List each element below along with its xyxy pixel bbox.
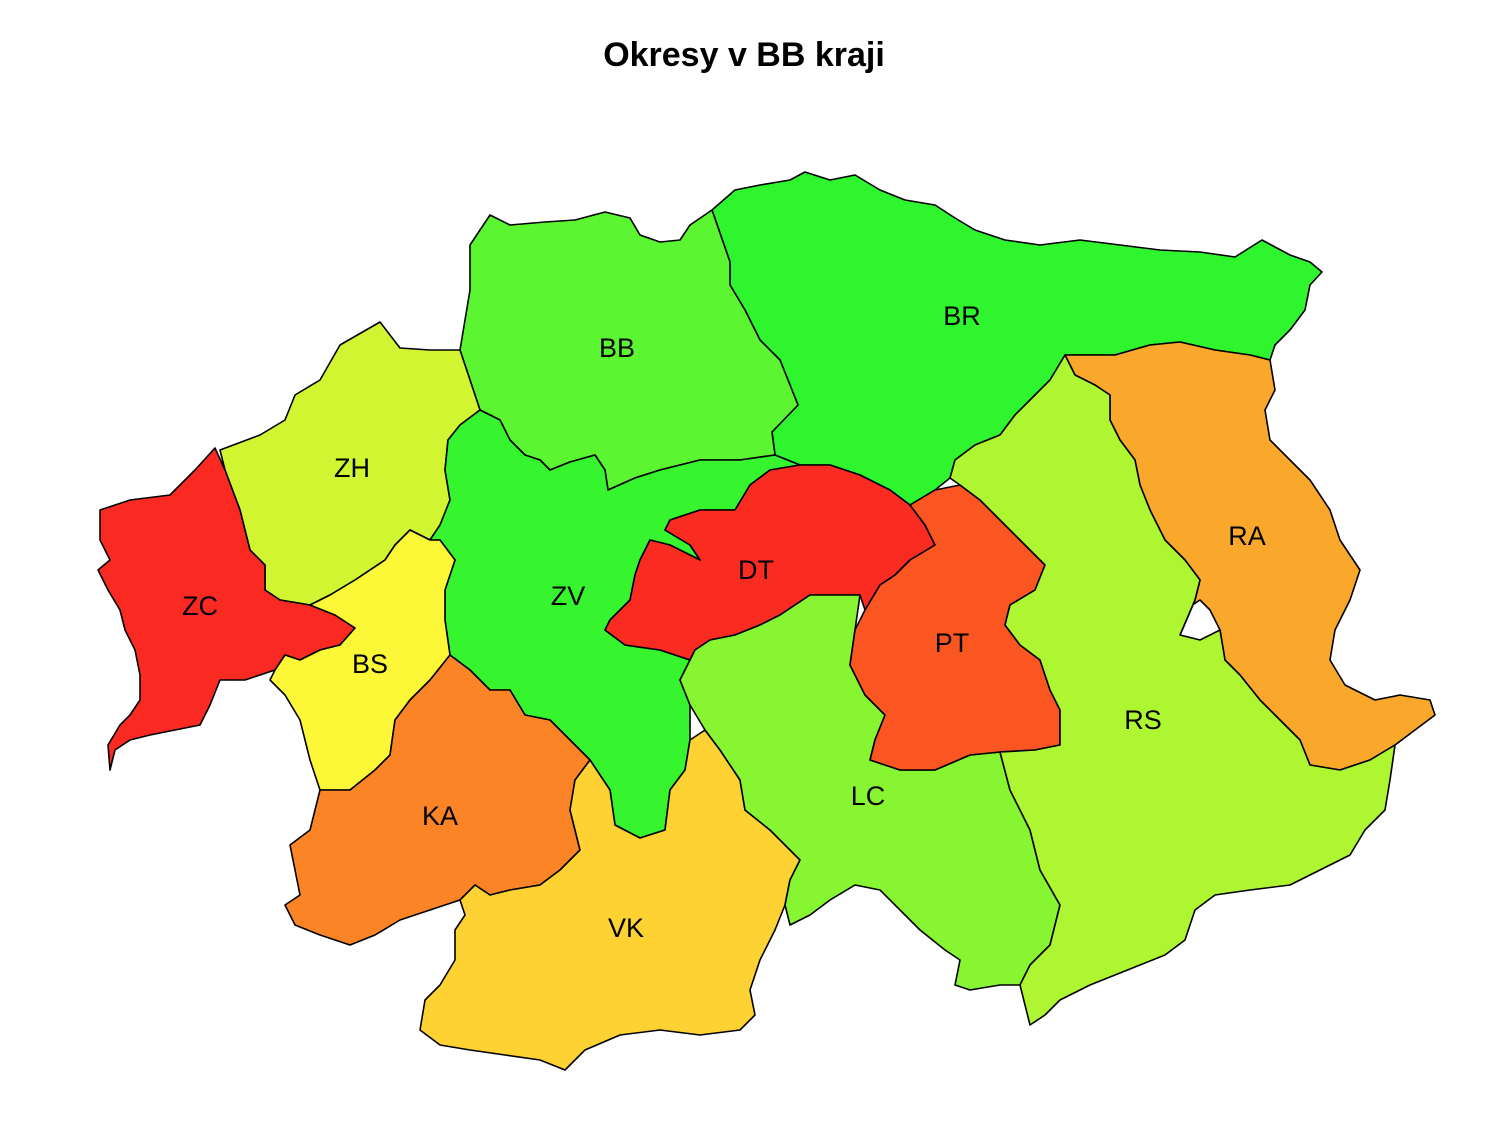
label-pt: PT — [935, 628, 970, 658]
label-ra: RA — [1228, 521, 1266, 551]
label-ka: KA — [422, 801, 458, 831]
label-dt: DT — [738, 555, 774, 585]
label-zv: ZV — [551, 581, 586, 611]
district-pt[interactable]: PT — [849, 484, 1061, 771]
label-rs: RS — [1124, 705, 1162, 735]
label-zc: ZC — [182, 591, 218, 621]
label-bb: BB — [599, 333, 635, 363]
label-br: BR — [943, 301, 981, 331]
label-vk: VK — [608, 913, 644, 943]
district-bb[interactable]: BB — [459, 209, 799, 491]
map-title: Okresy v BB kraji — [603, 36, 885, 74]
district-zc[interactable]: ZC — [97, 447, 356, 771]
district-rs[interactable]: RS — [949, 354, 1396, 1026]
label-zh: ZH — [334, 453, 370, 483]
label-lc: LC — [851, 781, 886, 811]
label-bs: BS — [352, 649, 388, 679]
